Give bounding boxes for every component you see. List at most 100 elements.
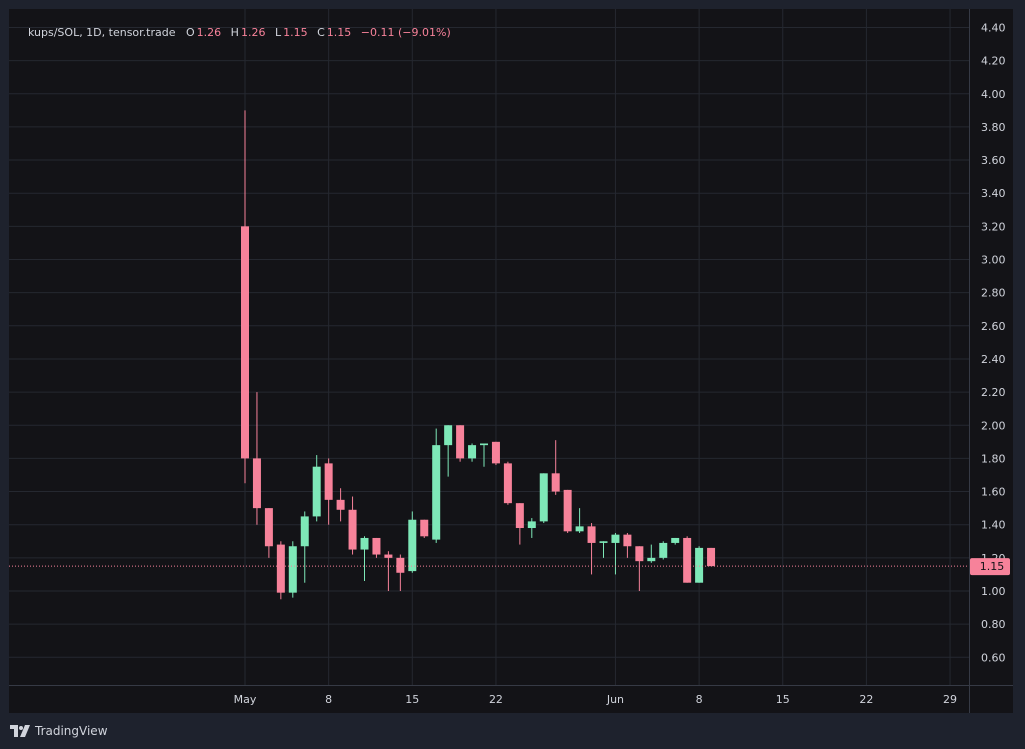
candle[interactable] (599, 541, 608, 558)
candle-body (491, 441, 500, 464)
candle-body (252, 458, 261, 509)
candle[interactable] (336, 488, 345, 522)
candle-body (611, 534, 620, 543)
ohlc-legend: kups/SOL, 1D, tensor.trade O 1.26 H 1.26 L… (28, 26, 457, 39)
close-value: 1.15 (326, 26, 352, 39)
candle-body (563, 489, 572, 532)
candle[interactable] (480, 443, 488, 467)
candle-body (241, 226, 249, 459)
candle[interactable] (372, 537, 381, 558)
candle-body (432, 445, 441, 540)
chart-area[interactable]: 0.600.801.001.201.401.601.802.002.202.40… (9, 9, 1013, 713)
candle[interactable] (515, 503, 524, 545)
y-tick-label: 1.80 (981, 452, 1006, 465)
candle[interactable] (348, 496, 357, 555)
last-price-tag-text: 1.15 (980, 560, 1005, 573)
low-label: L (274, 26, 282, 39)
y-tick-label: 0.60 (981, 651, 1006, 664)
candle-body (408, 519, 417, 572)
candle[interactable] (300, 511, 309, 583)
candle[interactable] (587, 523, 596, 575)
candle-body (468, 445, 477, 459)
change-value: −0.11 (−9.01%) (360, 26, 451, 39)
candle-body (372, 537, 381, 555)
candle[interactable] (635, 546, 644, 591)
candle[interactable] (324, 458, 333, 525)
candle[interactable] (575, 508, 584, 533)
candle-body (444, 425, 453, 446)
y-tick-label: 0.80 (981, 618, 1006, 631)
candle-body (623, 534, 632, 547)
candle-body (420, 519, 429, 537)
y-tick-label: 3.20 (981, 220, 1006, 233)
candle-body (312, 466, 321, 517)
candle[interactable] (707, 547, 716, 567)
candlestick-chart[interactable]: 0.600.801.001.201.401.601.802.002.202.40… (9, 9, 1013, 713)
candle-body (456, 425, 465, 459)
x-tick-label: 15 (405, 693, 419, 706)
high-label: H (230, 26, 239, 39)
candle-body (683, 537, 692, 583)
candle[interactable] (456, 425, 465, 462)
axes: 0.600.801.001.201.401.601.802.002.202.40… (9, 9, 1013, 713)
candle-body (527, 521, 536, 529)
candle[interactable] (241, 110, 249, 484)
candle[interactable] (563, 489, 572, 533)
tradingview-logo-icon (10, 725, 30, 737)
candle-body (288, 546, 297, 593)
x-tick-label: May (234, 693, 257, 706)
candle-body (647, 557, 656, 562)
tradingview-branding[interactable]: TradingView (10, 721, 108, 741)
y-tick-label: 1.40 (981, 519, 1006, 532)
candle[interactable] (671, 537, 680, 545)
candle[interactable] (384, 551, 393, 591)
candle-body (695, 547, 704, 583)
candle-body (707, 547, 716, 567)
y-tick-label: 1.60 (981, 486, 1006, 499)
y-tick-label: 2.20 (981, 386, 1006, 399)
candle-body (635, 546, 644, 562)
candle[interactable] (659, 541, 668, 560)
candle-body (300, 516, 309, 547)
candle[interactable] (527, 518, 536, 538)
candle[interactable] (695, 546, 704, 583)
candle-body (480, 443, 488, 446)
candle[interactable] (432, 428, 441, 543)
x-tick-label: Jun (606, 693, 624, 706)
candle[interactable] (611, 532, 620, 575)
candle[interactable] (551, 440, 560, 495)
candle[interactable] (491, 441, 500, 466)
candle[interactable] (468, 443, 477, 462)
candle[interactable] (312, 455, 321, 522)
candle[interactable] (683, 536, 692, 583)
last-price-tag (970, 558, 1010, 576)
y-tick-label: 2.80 (981, 287, 1006, 300)
high-value: 1.26 (240, 26, 266, 39)
candle[interactable] (408, 511, 417, 573)
candle[interactable] (288, 541, 297, 598)
candle[interactable] (539, 473, 548, 524)
candle-body (348, 509, 357, 550)
candle-body (515, 503, 524, 529)
y-tick-label: 3.80 (981, 121, 1006, 134)
low-value: 1.15 (283, 26, 308, 39)
y-tick-label: 3.60 (981, 154, 1006, 167)
candle[interactable] (276, 541, 285, 600)
y-tick-label: 4.20 (981, 55, 1006, 68)
x-tick-label: 8 (325, 693, 332, 706)
y-tick-label: 3.00 (981, 254, 1006, 267)
candle[interactable] (264, 508, 273, 558)
candle-body (575, 526, 584, 532)
candle[interactable] (252, 392, 261, 525)
candle[interactable] (420, 519, 429, 538)
candles (241, 110, 716, 600)
candle-body (503, 463, 512, 504)
candle[interactable] (503, 461, 512, 505)
candle[interactable] (647, 544, 656, 563)
candle[interactable] (623, 532, 632, 558)
candle[interactable] (444, 425, 453, 477)
candle-body (659, 542, 668, 558)
candle[interactable] (360, 536, 369, 582)
candle[interactable] (396, 554, 405, 591)
